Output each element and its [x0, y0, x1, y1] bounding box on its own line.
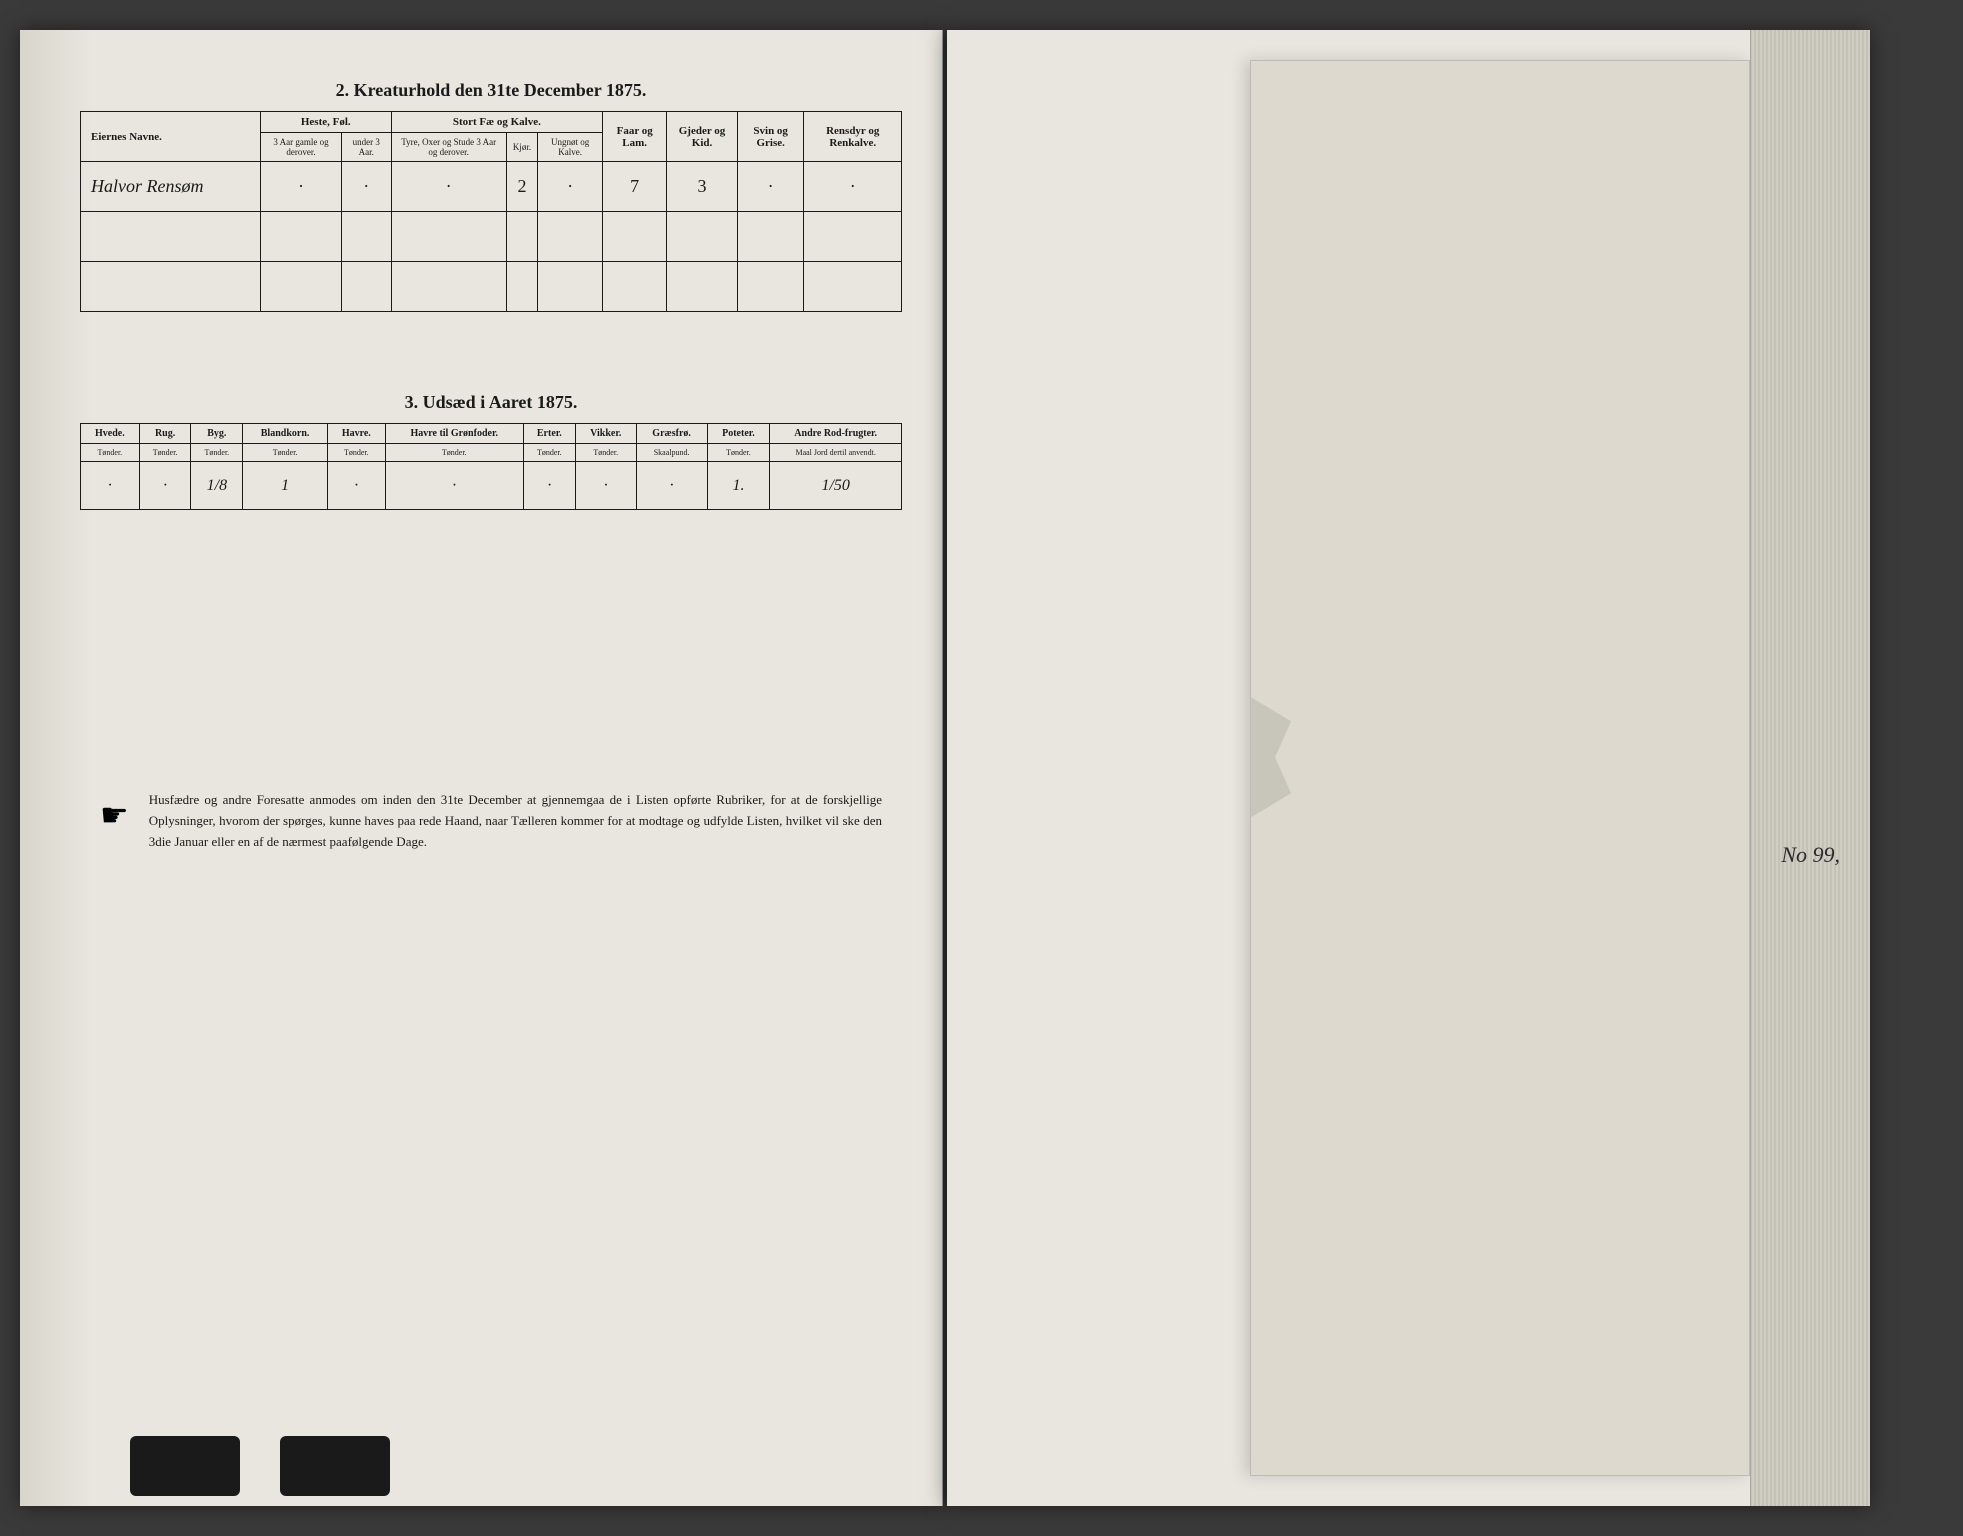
cell-storfe-b: 2	[506, 162, 537, 212]
seed-header-row: Hvede. Rug. Byg. Blandkorn. Havre. Havre…	[81, 424, 902, 444]
seed-val-2: 1/8	[191, 462, 243, 510]
seed-unit-8: Skaalpund.	[636, 444, 707, 462]
col-owner: Eiernes Navne.	[81, 112, 261, 162]
seed-unit-7: Tønder.	[575, 444, 636, 462]
section3: 3. Udsæd i Aaret 1875. Hvede. Rug. Byg. …	[80, 392, 902, 510]
seed-unit-row: Tønder. Tønder. Tønder. Tønder. Tønder. …	[81, 444, 902, 462]
page-fold-overlay	[1250, 60, 1750, 1476]
seed-table: Hvede. Rug. Byg. Blandkorn. Havre. Havre…	[80, 423, 902, 510]
seed-unit-5: Tønder.	[385, 444, 523, 462]
seed-col-1: Rug.	[139, 424, 191, 444]
cell-storfe-c: ·	[538, 162, 603, 212]
page-edge-stack	[1750, 30, 1870, 1506]
seed-val-5: ·	[385, 462, 523, 510]
seed-col-3: Blandkorn.	[243, 424, 328, 444]
seed-col-4: Havre.	[327, 424, 385, 444]
col-sheep: Faar og Lam.	[603, 112, 667, 162]
sub-heste-b: under 3 Aar.	[342, 133, 392, 162]
pointing-hand-icon: ☛	[100, 790, 129, 852]
seed-val-9: 1.	[707, 462, 770, 510]
seed-unit-6: Tønder.	[523, 444, 575, 462]
footer-note: ☛ Husfædre og andre Foresatte anmodes om…	[80, 790, 902, 852]
seed-val-0: ·	[81, 462, 140, 510]
table-row-empty	[81, 262, 902, 312]
footer-text: Husfædre og andre Foresatte anmodes om i…	[149, 790, 882, 852]
seed-unit-2: Tønder.	[191, 444, 243, 462]
seed-unit-10: Maal Jord dertil anvendt.	[770, 444, 902, 462]
seed-col-6: Erter.	[523, 424, 575, 444]
cell-svin: ·	[737, 162, 804, 212]
col-goats: Gjeder og Kid.	[667, 112, 738, 162]
table-row: Halvor Rensøm · · · 2 · 7 3 · ·	[81, 162, 902, 212]
seed-val-3: 1	[243, 462, 328, 510]
page-tear	[1251, 697, 1291, 817]
sub-storfe-c: Ungnøt og Kalve.	[538, 133, 603, 162]
table-row-empty	[81, 212, 902, 262]
cell-heste-a: ·	[261, 162, 342, 212]
left-page: 2. Kreaturhold den 31te December 1875. E…	[20, 30, 943, 1506]
owner-name-cell: Halvor Rensøm	[81, 162, 261, 212]
sub-storfe-a: Tyre, Oxer og Stude 3 Aar og derover.	[391, 133, 506, 162]
cell-gjeder: 3	[667, 162, 738, 212]
seed-unit-9: Tønder.	[707, 444, 770, 462]
book-spread: 2. Kreaturhold den 31te December 1875. E…	[0, 0, 1963, 1536]
sub-storfe-b: Kjør.	[506, 133, 537, 162]
seed-col-7: Vikker.	[575, 424, 636, 444]
sub-heste-a: 3 Aar gamle og derover.	[261, 133, 342, 162]
cell-heste-b: ·	[342, 162, 392, 212]
seed-col-8: Græsfrø.	[636, 424, 707, 444]
seed-val-6: ·	[523, 462, 575, 510]
seed-unit-1: Tønder.	[139, 444, 191, 462]
cell-storfe-a: ·	[391, 162, 506, 212]
seed-val-4: ·	[327, 462, 385, 510]
seed-col-5: Havre til Grønfoder.	[385, 424, 523, 444]
margin-note: No 99,	[1781, 842, 1840, 868]
cell-faar: 7	[603, 162, 667, 212]
seed-val-10: 1/50	[770, 462, 902, 510]
seed-col-0: Hvede.	[81, 424, 140, 444]
col-horses: Heste, Føl.	[261, 112, 392, 133]
seed-unit-0: Tønder.	[81, 444, 140, 462]
seed-col-2: Byg.	[191, 424, 243, 444]
col-pigs: Svin og Grise.	[737, 112, 804, 162]
livestock-table: Eiernes Navne. Heste, Føl. Stort Fæ og K…	[80, 111, 902, 312]
book-clip	[280, 1436, 390, 1496]
seed-unit-3: Tønder.	[243, 444, 328, 462]
section3-title: 3. Udsæd i Aaret 1875.	[80, 392, 902, 413]
section2-title: 2. Kreaturhold den 31te December 1875.	[80, 80, 902, 101]
col-cattle: Stort Fæ og Kalve.	[391, 112, 603, 133]
seed-val-8: ·	[636, 462, 707, 510]
col-reindeer: Rensdyr og Renkalve.	[804, 112, 902, 162]
seed-col-9: Poteter.	[707, 424, 770, 444]
seed-val-1: ·	[139, 462, 191, 510]
cell-rensdyr: ·	[804, 162, 902, 212]
book-clip	[130, 1436, 240, 1496]
seed-unit-4: Tønder.	[327, 444, 385, 462]
seed-col-10: Andre Rod-frugter.	[770, 424, 902, 444]
right-page: No 99,	[947, 30, 1870, 1506]
seed-val-7: ·	[575, 462, 636, 510]
seed-data-row: · · 1/8 1 · · · · · 1. 1/50	[81, 462, 902, 510]
